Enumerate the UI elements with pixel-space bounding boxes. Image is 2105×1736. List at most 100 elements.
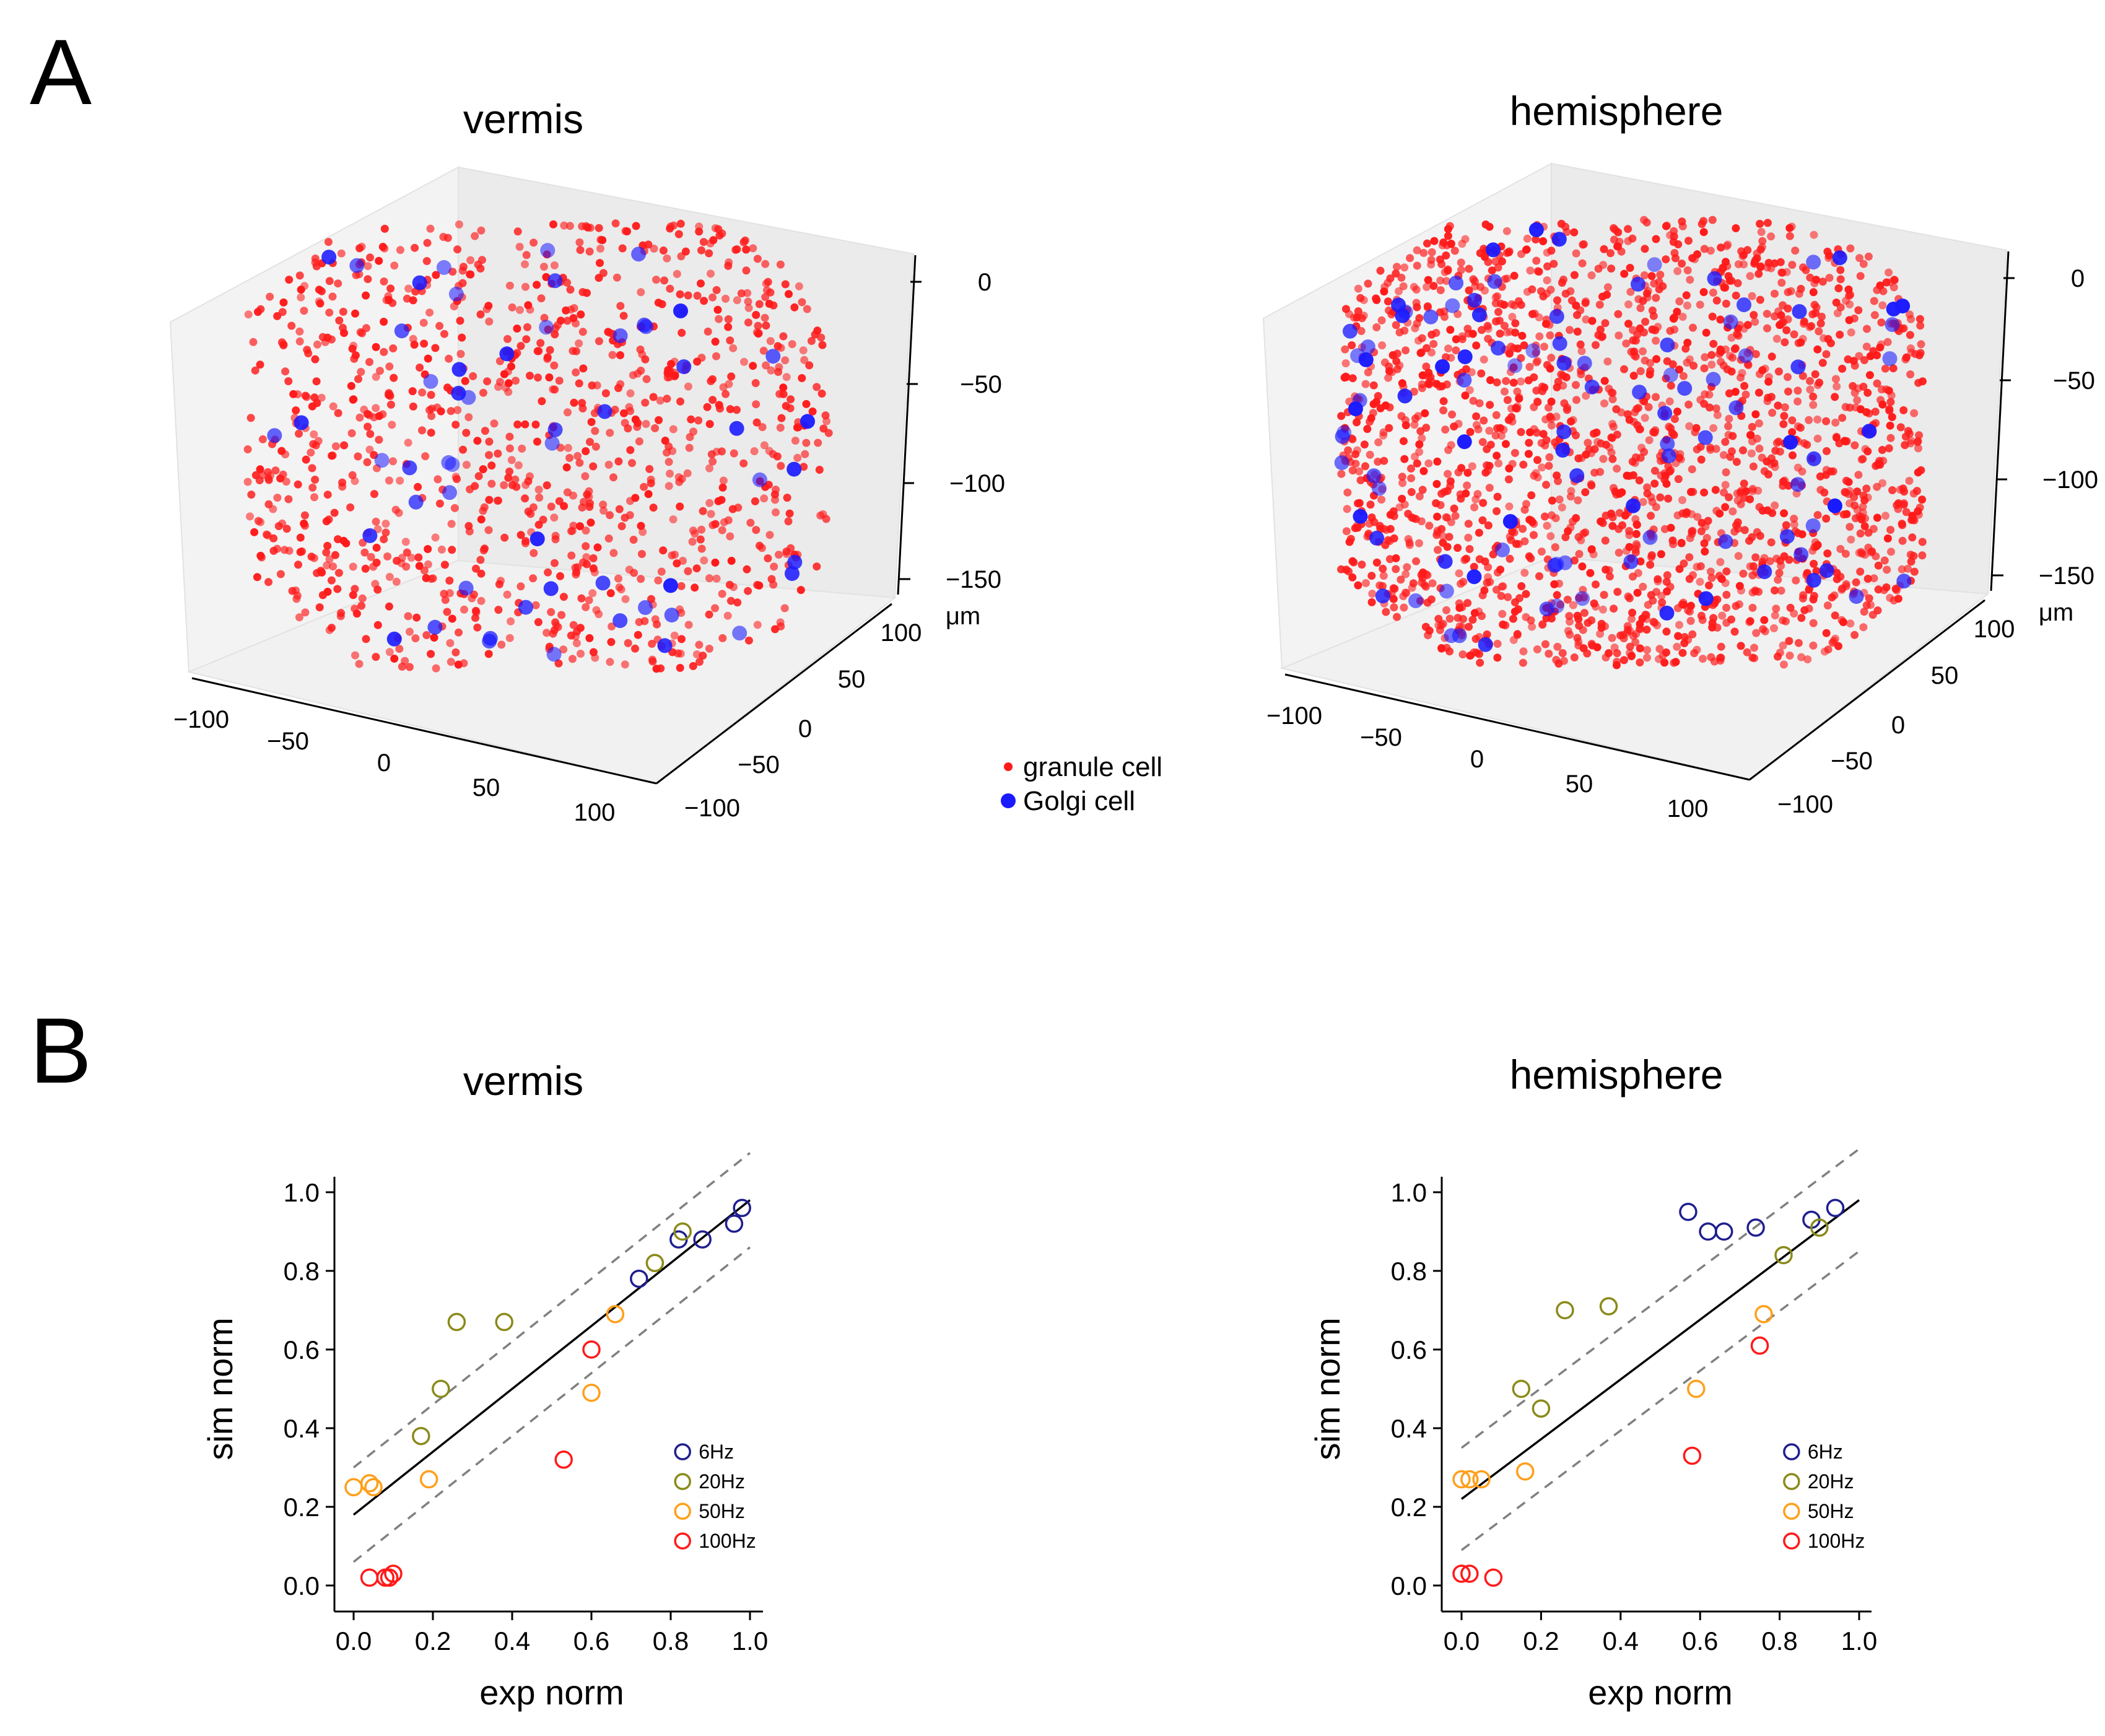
granule-cell-point bbox=[1502, 227, 1511, 235]
granule-cell-point bbox=[651, 615, 660, 624]
granule-cell-point bbox=[1484, 563, 1493, 572]
granule-cell-point bbox=[697, 279, 705, 288]
granule-cell-point bbox=[1716, 558, 1725, 566]
golgi-cell-point bbox=[1457, 434, 1472, 450]
granule-cell-point bbox=[1642, 626, 1651, 634]
granule-cell-point bbox=[334, 569, 343, 577]
granule-cell-point bbox=[427, 429, 435, 437]
granule-cell-point bbox=[423, 238, 432, 247]
granule-cell-point bbox=[1610, 224, 1618, 232]
golgi-cell-point bbox=[461, 390, 476, 405]
granule-cell-point bbox=[676, 397, 684, 406]
granule-cell-point bbox=[456, 350, 465, 358]
granule-cell-point bbox=[1797, 284, 1805, 293]
granule-cell-point bbox=[1852, 578, 1860, 587]
granule-cell-point bbox=[776, 260, 785, 269]
x-tick-label: 0.8 bbox=[653, 1626, 689, 1655]
legend-label-50Hz: 50Hz bbox=[699, 1500, 745, 1522]
granule-cell-point bbox=[631, 494, 640, 502]
granule-cell-point bbox=[1574, 496, 1582, 505]
granule-cell-point bbox=[459, 263, 468, 271]
granule-cell-point bbox=[684, 621, 693, 629]
granule-cell-point bbox=[751, 497, 759, 505]
granule-cell-point bbox=[729, 344, 738, 352]
granule-cell-point bbox=[1545, 461, 1553, 470]
granule-cell-point bbox=[1726, 453, 1735, 461]
granule-cell-point bbox=[1445, 533, 1453, 541]
granule-cell-point bbox=[243, 445, 252, 453]
granule-cell-point bbox=[285, 276, 294, 284]
granule-cell-point bbox=[393, 557, 401, 565]
granule-cell-point bbox=[308, 464, 316, 473]
granule-cell-point bbox=[1689, 323, 1697, 332]
granule-cell-point bbox=[596, 244, 604, 253]
granule-cell-point bbox=[1572, 396, 1580, 404]
golgi-cell-point bbox=[1423, 309, 1439, 325]
granule-cell-point bbox=[676, 219, 685, 228]
granule-cell-point bbox=[323, 541, 332, 550]
granule-cell-point bbox=[1649, 596, 1657, 605]
granule-cell-point bbox=[1513, 402, 1522, 411]
granule-cell-point bbox=[1751, 256, 1759, 264]
granule-cell-point bbox=[479, 465, 487, 474]
granule-cell-point bbox=[693, 292, 702, 300]
granule-cell-point bbox=[412, 613, 421, 622]
granule-cell-point bbox=[813, 326, 822, 335]
granule-cell-point bbox=[1403, 563, 1411, 572]
granule-cell-point bbox=[372, 404, 380, 412]
granule-cell-point bbox=[1670, 315, 1678, 323]
granule-cell-point bbox=[1376, 266, 1385, 275]
golgi-cell-point bbox=[785, 566, 800, 582]
granule-cell-point bbox=[1809, 401, 1818, 409]
granule-cell-point bbox=[1519, 460, 1528, 469]
granule-cell-point bbox=[713, 305, 722, 314]
granule-cell-point bbox=[1484, 573, 1493, 582]
granule-cell-point bbox=[1752, 629, 1761, 637]
granule-cell-point bbox=[1543, 360, 1551, 369]
granule-cell-point bbox=[1722, 590, 1731, 599]
granule-cell-point bbox=[477, 596, 486, 605]
granule-cell-point bbox=[782, 373, 791, 382]
granule-cell-point bbox=[626, 389, 635, 398]
granule-cell-point bbox=[1715, 349, 1724, 358]
granule-cell-point bbox=[577, 650, 585, 658]
granule-cell-point bbox=[1784, 373, 1792, 382]
granule-cell-point bbox=[1685, 553, 1694, 562]
granule-cell-point bbox=[337, 249, 346, 258]
granule-cell-point bbox=[1748, 422, 1756, 431]
golgi-cell-point bbox=[729, 421, 744, 436]
granule-cell-point bbox=[485, 495, 494, 504]
granule-cell-point bbox=[592, 606, 601, 614]
granule-cell-point bbox=[1667, 382, 1675, 390]
granule-cell-point bbox=[1846, 244, 1855, 253]
granule-cell-point bbox=[824, 429, 833, 437]
granule-cell-point bbox=[658, 300, 666, 308]
granule-cell-point bbox=[1540, 342, 1548, 351]
data-point-50Hz bbox=[1515, 1462, 1535, 1481]
granule-cell-point bbox=[356, 328, 365, 336]
granule-cell-point bbox=[1399, 282, 1408, 290]
granule-cell-point bbox=[634, 630, 642, 639]
granule-cell-point bbox=[385, 573, 394, 581]
granule-cell-point bbox=[1574, 533, 1583, 541]
granule-cell-point bbox=[1607, 264, 1616, 273]
granule-cell-point bbox=[1711, 486, 1720, 494]
golgi-cell-point bbox=[1632, 385, 1647, 400]
y-axis-label: sim norm bbox=[1308, 1317, 1347, 1460]
granule-cell-point bbox=[513, 420, 522, 429]
granule-cell-point bbox=[401, 538, 410, 546]
granule-cell-point bbox=[1797, 653, 1806, 661]
granule-cell-point bbox=[647, 479, 655, 487]
granule-cell-point bbox=[1418, 334, 1426, 342]
granule-cell-point bbox=[407, 554, 416, 562]
granule-cell-point bbox=[476, 556, 485, 564]
granule-cell-point bbox=[357, 601, 365, 610]
granule-cell-point bbox=[551, 535, 560, 544]
granule-cell-point bbox=[795, 282, 803, 290]
granule-cell-point bbox=[1580, 240, 1588, 248]
granule-cell-point bbox=[632, 222, 640, 230]
granule-cell-point bbox=[660, 276, 669, 285]
granule-cell-point bbox=[1722, 567, 1731, 576]
granule-cell-point bbox=[1432, 531, 1441, 539]
granule-cell-point bbox=[534, 486, 543, 494]
